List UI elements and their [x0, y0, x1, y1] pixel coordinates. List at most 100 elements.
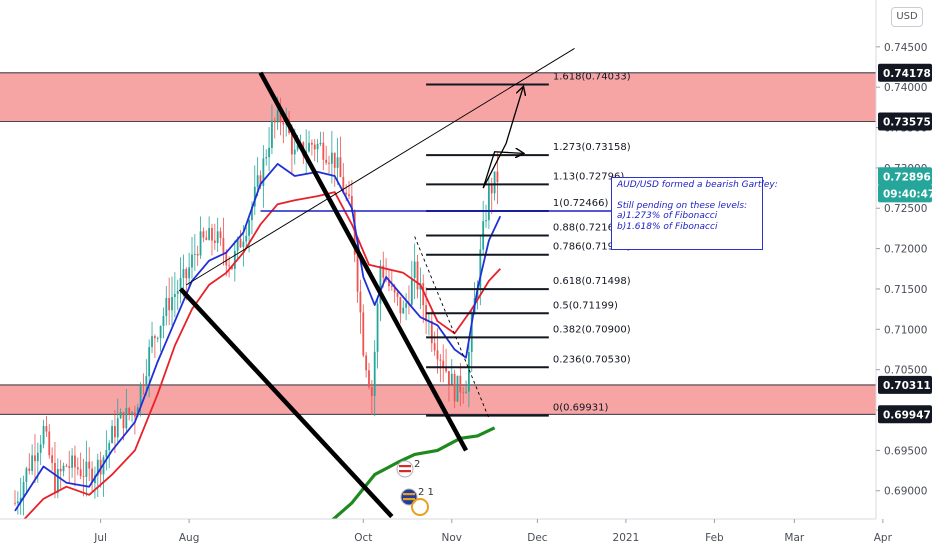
candle-body — [456, 375, 459, 402]
candle-body — [202, 231, 205, 238]
time-axis-panel — [0, 519, 932, 550]
y-tick-label: 0.70500 — [884, 365, 927, 377]
candle-body — [493, 171, 496, 194]
candle-body — [165, 297, 168, 316]
candle-body — [159, 325, 162, 339]
price-badge — [878, 405, 932, 424]
candle-body — [156, 338, 159, 339]
candle-body — [242, 241, 245, 248]
y-tick-label: 0.74000 — [884, 82, 927, 94]
candle-body — [439, 359, 442, 361]
analysis-note[interactable]: AUD/USD formed a bearish Gartley: Still … — [611, 177, 778, 250]
y-tick-label: 0.71000 — [884, 324, 927, 336]
candle-body — [271, 120, 273, 148]
candle-body — [308, 142, 310, 152]
au-flag-icon-count: 2 1 — [418, 487, 434, 498]
candle-body — [39, 444, 42, 453]
moving-average-slow-line — [327, 426, 496, 525]
candle-body — [339, 157, 342, 177]
trendline-thick — [178, 287, 394, 519]
candle-body — [342, 176, 345, 193]
candle-body — [102, 457, 105, 475]
candle-body — [256, 175, 259, 187]
candle-body — [450, 373, 453, 385]
candle-body — [316, 144, 319, 150]
candle-body — [56, 468, 59, 493]
x-tick-label: Mar — [784, 532, 804, 544]
currency-button[interactable]: USD — [891, 7, 923, 27]
candle-body — [139, 384, 142, 408]
candle-body — [208, 228, 211, 240]
candle-body — [322, 142, 325, 160]
price-badge-label: 0.72896 — [883, 171, 931, 183]
candle-body — [276, 110, 279, 123]
y-tick-label: 0.69000 — [884, 486, 927, 498]
candle-body — [448, 371, 450, 385]
candle-body — [239, 238, 242, 248]
candle-body — [211, 228, 213, 241]
fib-level-label: 0.236(0.70530) — [553, 354, 631, 365]
candle-body — [82, 476, 85, 477]
candle-body — [433, 343, 436, 351]
moving-average-fast-line — [14, 163, 502, 512]
candle-body — [388, 279, 390, 287]
x-tick-label: Aug — [179, 532, 200, 544]
candle-body — [182, 269, 185, 278]
candle-body — [108, 443, 111, 451]
candle-body — [191, 254, 193, 268]
candle-body — [262, 158, 265, 186]
price-badge — [878, 63, 932, 82]
projection-arrow — [482, 87, 523, 189]
candle-body — [330, 152, 333, 164]
fib-level-label: 1(0.72466) — [553, 198, 609, 209]
price-badge — [878, 375, 932, 394]
x-tick-label: Nov — [442, 532, 463, 544]
candle-body — [470, 314, 473, 352]
candle-body — [228, 265, 231, 267]
fib-level-label: 1.273(0.73158) — [553, 142, 631, 153]
candle-body — [171, 297, 173, 311]
candle-body — [265, 157, 268, 159]
candle-body — [162, 315, 165, 326]
candle-body — [168, 297, 171, 311]
x-tick-label: Jul — [93, 532, 107, 544]
au-flag-icon-stripe — [403, 493, 415, 496]
candle-body — [396, 292, 399, 297]
candle-body — [468, 351, 470, 392]
candle-body — [173, 294, 176, 298]
candle-body — [233, 250, 236, 269]
price-badge — [878, 112, 932, 131]
candle-body — [153, 336, 156, 339]
candle-body — [430, 321, 433, 344]
supply-demand-zone — [0, 72, 876, 122]
candle-body — [236, 238, 239, 251]
trendlines-layer — [178, 48, 575, 519]
candle-body — [151, 336, 153, 348]
us-flag-icon-count: 2 — [414, 459, 420, 470]
y-tick-label: 0.71500 — [884, 284, 927, 296]
candle-body — [225, 252, 228, 266]
candle-body — [348, 194, 350, 197]
candle-body — [14, 502, 16, 504]
fib-level-label: 0.88(0.72162) — [553, 223, 625, 234]
candle-body — [279, 110, 282, 123]
candle-body — [459, 375, 462, 393]
candle-body — [213, 240, 216, 243]
candle-body — [199, 231, 202, 256]
candle-body — [22, 482, 25, 498]
candle-body — [291, 132, 293, 155]
candle-body — [365, 355, 368, 371]
candle-body — [179, 277, 182, 292]
candle-body — [422, 283, 425, 306]
candle-body — [54, 462, 56, 493]
candle-body — [353, 211, 356, 255]
fib-level-label: 1.618(0.74033) — [553, 72, 631, 83]
candle-body — [379, 265, 382, 304]
candle-body — [282, 122, 285, 125]
candle-body — [345, 192, 348, 195]
candle-body — [336, 157, 339, 168]
candle-body — [259, 175, 262, 186]
candle-body — [148, 347, 151, 377]
